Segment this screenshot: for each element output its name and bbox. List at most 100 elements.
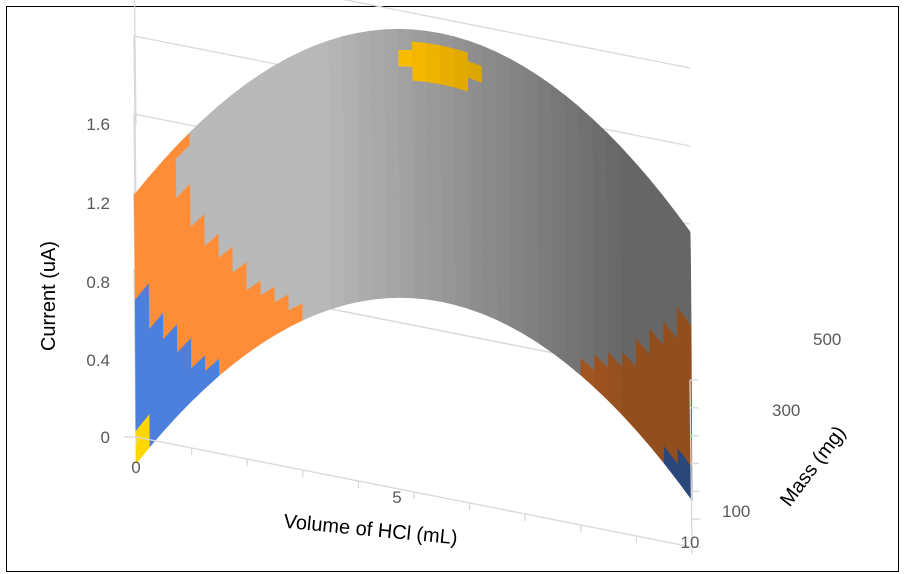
surface-cell [385,55,399,61]
surface-cell [386,250,400,266]
surface-cell [372,181,386,195]
surface-cell [442,285,456,305]
surface-cell [386,220,400,235]
surface-cell [413,168,427,182]
surface-cell [358,237,372,254]
surface-cell [399,46,413,51]
surface-cell [386,193,400,207]
surface-cell [400,168,414,181]
z-tick-label-2: 0.8 [86,273,110,292]
surface-cell [358,222,372,239]
surface-cell [414,221,428,237]
surface-cell [400,265,414,281]
surface-cell [371,97,385,107]
surface-cell [385,134,399,145]
x-tick-label-2: 10 [681,533,700,552]
surface-cell [385,46,399,51]
surface-cell [428,267,442,285]
surface-cell [386,168,400,181]
surface-cell [399,114,413,124]
x-tick-label-0: 0 [131,458,140,477]
surface-cell [428,237,442,254]
surface-cell [371,105,385,116]
surface-cell [400,206,414,220]
surface-cell [372,207,386,222]
surface-cell [344,285,358,305]
surface-cell [358,182,372,197]
surface-cell [400,281,414,298]
surface-cell [399,73,413,81]
z-tick-label-1: 0.4 [86,351,110,370]
surface-cell [400,250,414,266]
surface-cell [385,50,399,56]
y-axis-title: Mass (mg) [776,422,850,511]
surface-cell [399,61,413,68]
surface-cell [358,251,372,269]
surface-cell [399,55,413,61]
surface-cell [385,96,399,105]
surface-cell [385,114,399,124]
surface-cell [413,105,427,116]
surface-cell [399,134,413,145]
surface-cell [414,194,428,209]
surface-cell [372,157,386,170]
z-tick-label-0: 0 [101,428,110,447]
surface-cell [399,156,413,168]
surface-cell [371,124,385,136]
surface-cell [414,235,428,251]
surface-cell [428,283,442,302]
surface-cell [372,221,386,237]
surface-cell [413,97,427,107]
z-axis-title: Current (uA) [38,241,60,351]
surface-cell [386,265,400,281]
surface-cell [428,222,442,239]
z-tick-label-4: 1.6 [86,115,110,134]
surface-cell [428,208,442,224]
surface-cell [414,207,428,222]
surface-cell [400,220,414,235]
surface-cell [399,96,413,105]
surface-cell [399,50,413,55]
surface-cell [358,195,372,211]
z-axis-tick-labels: 0 0.4 0.8 1.2 1.6 [86,115,110,447]
surface-cell [385,124,399,135]
surface-cell [413,181,427,195]
surface-cell [372,145,386,158]
y-tick-label-0: 100 [722,502,750,521]
surface-cell [399,145,413,157]
surface-cell [400,235,414,250]
x-axis-title: Volume of HCl (mL) [283,511,459,550]
surface-cell [385,145,399,157]
surface-cell [372,168,386,182]
surface-cell [358,267,372,285]
surface-cell [372,281,386,299]
surface-cell [385,67,399,74]
surface-cell [386,206,400,220]
surface-cell [385,88,399,97]
surface-cell [358,283,372,302]
surface-cell [427,195,441,211]
surface-cell [427,182,441,197]
surface-cell [414,281,428,299]
y-tick-label-1: 300 [772,401,800,420]
surface-cell [413,115,427,126]
surface-cell [372,250,386,267]
surface-cell [358,208,372,224]
surface-cell [385,80,399,88]
surface-mesh [134,29,692,500]
x-tick-label-1: 5 [392,488,401,507]
surface-cell [372,266,386,283]
surface-cell [399,80,413,88]
surface-cell [371,115,385,126]
surface-cell [413,157,427,170]
z-tick-label-3: 1.2 [86,194,110,213]
surface-cell [414,250,428,267]
surface-cell [385,61,399,68]
surface-cell [400,180,414,193]
surface-cell [399,67,413,74]
surface-cell [414,266,428,283]
surface-cell [399,105,413,115]
y-tick-label-2: 500 [813,330,841,349]
surface-cell [386,156,400,168]
